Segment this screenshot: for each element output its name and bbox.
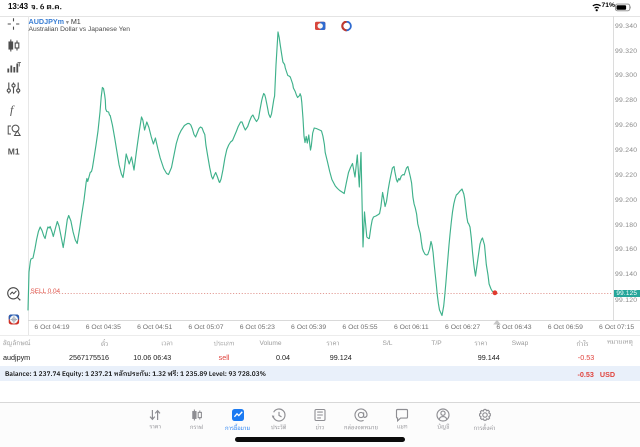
svg-text:M1: M1: [8, 147, 20, 157]
svg-text:f: f: [10, 103, 15, 117]
